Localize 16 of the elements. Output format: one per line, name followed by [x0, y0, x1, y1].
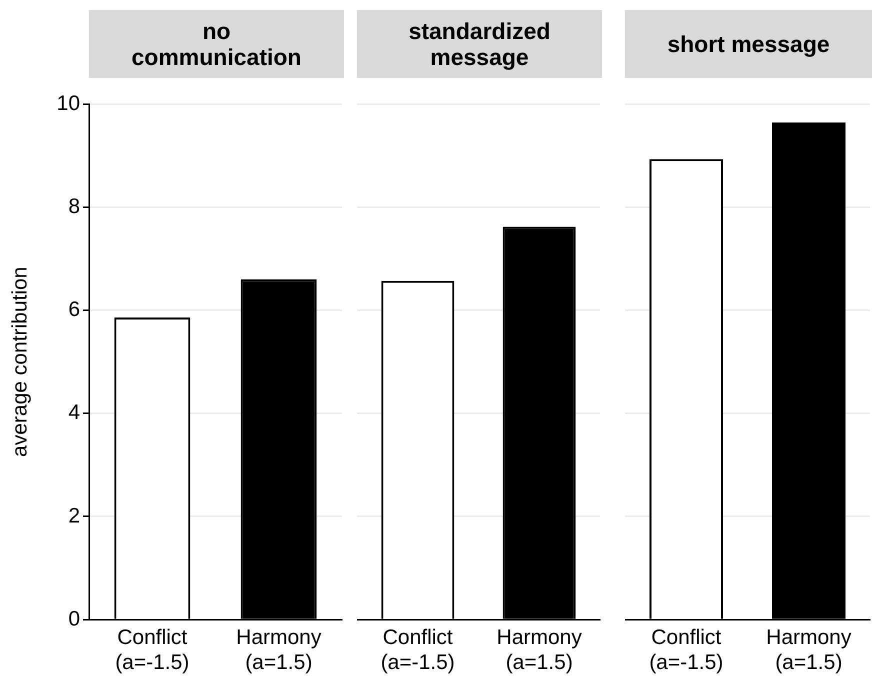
x-tick-label: Harmony (a=1.5): [236, 626, 322, 674]
chart-title: short message: [625, 10, 872, 78]
x-tick-label: Conflict (a=-1.5): [380, 626, 455, 674]
y-tick-label: 10: [56, 92, 80, 115]
x-tick-label: Conflict (a=-1.5): [115, 626, 190, 674]
y-tick-label: 4: [68, 401, 80, 424]
x-tick-label: Harmony (a=1.5): [496, 626, 582, 674]
y-tick-label: 8: [68, 194, 80, 218]
y-tick-label: 0: [68, 607, 80, 630]
chart-title: no communication: [89, 10, 344, 78]
x-tick-label: Conflict (a=-1.5): [649, 626, 724, 674]
y-axis-title: average contribution: [8, 266, 32, 457]
y-tick-label: 2: [68, 504, 80, 528]
chart-title: standardized message: [357, 10, 602, 78]
y-tick-label: 6: [68, 298, 80, 322]
x-tick-label: Harmony (a=1.5): [766, 626, 852, 674]
